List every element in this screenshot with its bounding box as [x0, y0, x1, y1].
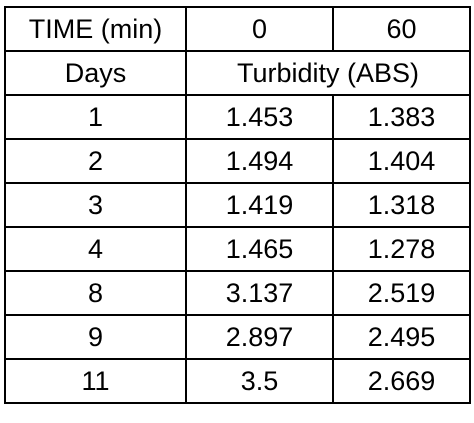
table-row: 1 1.453 1.383	[4, 94, 471, 140]
turbidity-60-cell: 2.669	[332, 358, 471, 404]
table-body: TIME (min) 0 60 Days Turbidity (ABS) 1 1…	[4, 6, 471, 404]
turbidity-0-cell: 1.419	[185, 182, 334, 228]
header-row: TIME (min) 0 60	[4, 6, 471, 52]
turbidity-table: TIME (min) 0 60 Days Turbidity (ABS) 1 1…	[4, 6, 471, 404]
time-0-cell: 0	[185, 6, 334, 52]
table-row: 9 2.897 2.495	[4, 314, 471, 360]
subheader-row: Days Turbidity (ABS)	[4, 50, 471, 96]
turbidity-60-cell: 2.495	[332, 314, 471, 360]
turbidity-60-cell: 1.404	[332, 138, 471, 184]
time-60-cell: 60	[332, 6, 471, 52]
turbidity-0-cell: 1.465	[185, 226, 334, 272]
day-cell: 8	[4, 270, 187, 316]
table-row: 11 3.5 2.669	[4, 358, 471, 404]
table-row: 8 3.137 2.519	[4, 270, 471, 316]
turbidity-60-cell: 1.278	[332, 226, 471, 272]
turbidity-0-cell: 3.5	[185, 358, 334, 404]
day-cell: 11	[4, 358, 187, 404]
table-row: 2 1.494 1.404	[4, 138, 471, 184]
day-cell: 4	[4, 226, 187, 272]
turbidity-0-cell: 3.137	[185, 270, 334, 316]
day-cell: 2	[4, 138, 187, 184]
days-label-cell: Days	[4, 50, 187, 96]
turbidity-0-cell: 1.494	[185, 138, 334, 184]
turbidity-60-cell: 1.383	[332, 94, 471, 140]
time-label-cell: TIME (min)	[4, 6, 187, 52]
day-cell: 3	[4, 182, 187, 228]
turbidity-0-cell: 2.897	[185, 314, 334, 360]
turbidity-0-cell: 1.453	[185, 94, 334, 140]
turbidity-60-cell: 2.519	[332, 270, 471, 316]
day-cell: 9	[4, 314, 187, 360]
table-row: 4 1.465 1.278	[4, 226, 471, 272]
turbidity-60-cell: 1.318	[332, 182, 471, 228]
day-cell: 1	[4, 94, 187, 140]
turbidity-label-cell: Turbidity (ABS)	[185, 50, 471, 96]
table-row: 3 1.419 1.318	[4, 182, 471, 228]
